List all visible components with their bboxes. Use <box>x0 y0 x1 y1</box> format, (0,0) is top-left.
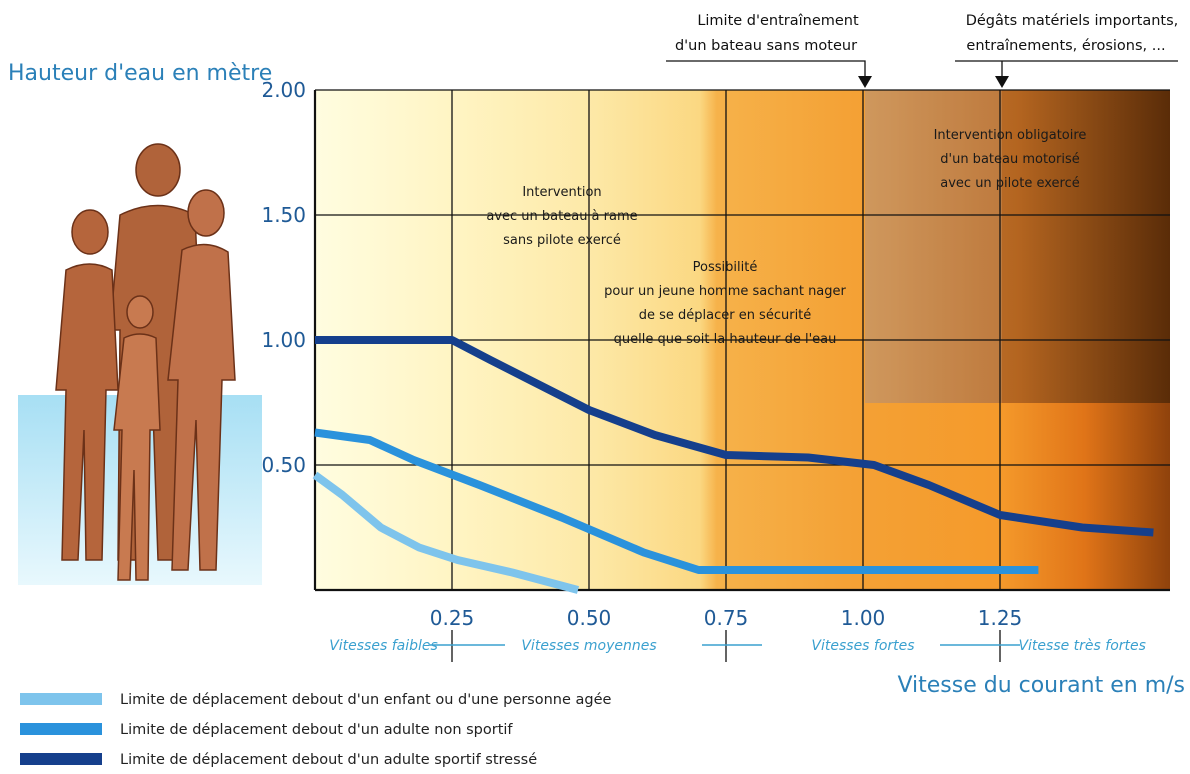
arrow-down-icon <box>858 76 872 88</box>
y-tick-label: 1.50 <box>261 203 306 227</box>
girl-figure <box>113 295 161 581</box>
x-tick-label: 0.50 <box>567 606 612 630</box>
legend-swatch <box>20 693 102 705</box>
series-line-3 <box>315 336 1154 537</box>
legend-swatch <box>20 753 102 765</box>
zone-label: Vitesses faibles <box>329 638 438 654</box>
legend-swatch <box>20 723 102 735</box>
adult-woman-figure <box>167 189 236 571</box>
annotation-motorboat-line-1: Intervention obligatoire <box>934 128 1087 143</box>
arrow-down-icon <box>995 76 1009 88</box>
velocity-zones: Vitesses faibles Vitesses moyennes Vitesse… <box>329 630 1146 662</box>
annotation-motorboat: Intervention obligatoire d'un bateau mot… <box>934 128 1087 191</box>
y-tick-label: 2.00 <box>261 78 306 102</box>
x-tick-label: 0.75 <box>704 606 749 630</box>
legend-label: Limite de déplacement debout d'un enfant… <box>120 692 612 708</box>
zone-label: Vitesse très fortes <box>1018 638 1145 654</box>
series-line-1 <box>312 471 580 594</box>
annotation-swimmer: Possibilité pour un jeune homme sachant … <box>604 260 846 347</box>
annotation-swimmer-line-2: pour un jeune homme sachant nager <box>604 284 846 299</box>
series-line-2 <box>314 428 1039 574</box>
x-axis-ticks: 0.25 0.50 0.75 1.00 1.25 <box>430 606 1023 630</box>
legend: Limite de déplacement debout d'un enfant… <box>20 692 612 768</box>
annotation-swimmer-line-4: quelle que soit la hauteur de l'eau <box>614 332 837 347</box>
y-tick-label: 0.50 <box>261 453 306 477</box>
annotation-rowboat: Intervention avec un bateau à rame sans … <box>486 185 637 248</box>
top-annotation-non-motor-boat-leader <box>666 60 866 76</box>
y-axis-title: Hauteur d'eau en mètre <box>8 61 272 86</box>
legend-label: Limite de déplacement debout d'un adulte… <box>120 752 537 768</box>
series-lines <box>312 336 1154 594</box>
annotation-rowboat-line-3: sans pilote exercé <box>503 233 621 248</box>
y-tick-label: 1.00 <box>261 328 306 352</box>
top-annotation-damage-line-1: Dégâts matériels importants, <box>966 13 1179 29</box>
annotation-rowboat-line-2: avec un bateau à rame <box>486 209 637 224</box>
x-axis-title: Vitesse du courant en m/s <box>897 673 1185 698</box>
zone-label: Vitesses moyennes <box>521 638 656 654</box>
annotation-swimmer-line-3: de se déplacer en sécurité <box>639 308 812 323</box>
x-tick-label: 1.25 <box>978 606 1023 630</box>
legend-label: Limite de déplacement debout d'un adulte… <box>120 722 513 738</box>
annotation-motorboat-line-3: avec un pilote exercé <box>940 176 1079 191</box>
annotation-motorboat-line-2: d'un bateau motorisé <box>940 152 1079 167</box>
annotation-swimmer-line-1: Possibilité <box>693 260 758 275</box>
family-in-water-illustration <box>18 143 262 585</box>
top-annotation-non-motor-boat-line-1: Limite d'entraînement <box>697 13 859 29</box>
top-annotation-non-motor-boat-line-2: d'un bateau sans moteur <box>675 38 857 54</box>
danger-zone-highlight <box>865 90 1002 403</box>
top-annotation-non-motor-boat: Limite d'entraînement d'un bateau sans m… <box>666 13 872 88</box>
boy-figure <box>55 209 119 561</box>
annotation-rowboat-line-1: Intervention <box>522 185 601 200</box>
x-tick-label: 0.25 <box>430 606 475 630</box>
y-axis-ticks: 0.50 1.00 1.50 2.00 <box>261 78 306 477</box>
zone-label: Vitesses fortes <box>811 638 914 654</box>
top-annotation-damage-line-2: entraînements, érosions, ... <box>966 38 1165 54</box>
danger-zone-block <box>865 90 1170 403</box>
x-tick-label: 1.00 <box>841 606 886 630</box>
top-annotation-damage: Dégâts matériels importants, entraînemen… <box>955 13 1178 88</box>
